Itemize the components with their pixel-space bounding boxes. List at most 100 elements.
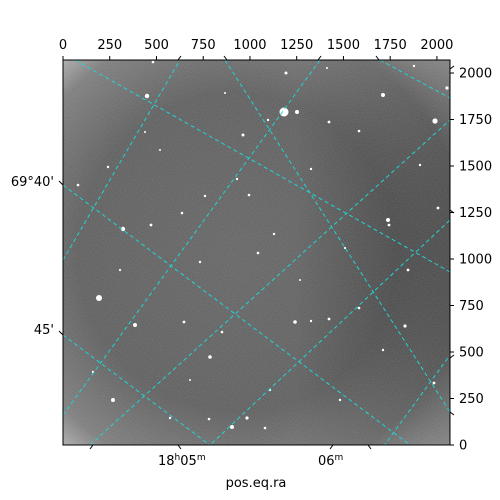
star bbox=[224, 92, 226, 94]
pixel-x-tick-label: 1750 bbox=[374, 38, 407, 53]
sky-image bbox=[63, 60, 450, 445]
star bbox=[386, 218, 390, 222]
star bbox=[256, 251, 260, 255]
pixel-x-tick-label: 0 bbox=[59, 38, 67, 53]
star bbox=[118, 268, 122, 272]
star bbox=[445, 86, 449, 90]
ra-grid-line bbox=[63, 60, 181, 261]
star bbox=[120, 226, 126, 232]
star bbox=[272, 232, 276, 236]
star bbox=[144, 131, 146, 133]
star bbox=[76, 183, 80, 187]
star bbox=[266, 118, 270, 122]
star bbox=[168, 416, 172, 420]
star bbox=[299, 279, 301, 281]
star bbox=[106, 165, 110, 169]
star bbox=[432, 118, 438, 124]
star bbox=[189, 379, 191, 381]
ra-tick-mark bbox=[177, 444, 182, 450]
star bbox=[279, 107, 289, 117]
star bbox=[309, 167, 313, 171]
world-tick-mark bbox=[177, 55, 182, 61]
star bbox=[230, 425, 234, 429]
pixel-y-tick-label: 0 bbox=[459, 439, 467, 454]
ra-tick-mark bbox=[329, 444, 334, 450]
dec-grid-line bbox=[74, 60, 450, 273]
star bbox=[403, 324, 407, 328]
star bbox=[245, 416, 249, 420]
pixel-x-tick-label: 250 bbox=[97, 38, 122, 53]
star bbox=[149, 223, 153, 227]
star bbox=[412, 64, 416, 68]
ra-tick-label-06m: 06m bbox=[318, 453, 343, 469]
axis-ticks bbox=[58, 55, 455, 450]
star bbox=[208, 355, 212, 359]
pixel-y-tick-label: 1750 bbox=[459, 113, 492, 128]
pixel-x-tick-label: 1000 bbox=[233, 38, 266, 53]
star bbox=[235, 177, 239, 181]
ra-grid-line bbox=[209, 219, 450, 445]
world-tick-mark bbox=[317, 55, 322, 61]
star bbox=[309, 319, 313, 323]
star bbox=[198, 260, 202, 264]
star-field bbox=[76, 60, 449, 430]
ra-grid-line bbox=[89, 119, 450, 445]
pixel-x-tick-label: 1500 bbox=[327, 38, 360, 53]
ra-tick-label-18h05m: 18h05m bbox=[158, 453, 206, 469]
star bbox=[357, 306, 361, 310]
ra-tick-mark bbox=[89, 444, 94, 450]
dec-tick-mark bbox=[58, 330, 64, 336]
world-tick-mark bbox=[449, 209, 455, 214]
star bbox=[295, 110, 299, 114]
pixel-x-tick-label: 750 bbox=[191, 38, 216, 53]
star bbox=[203, 194, 207, 198]
star bbox=[133, 323, 137, 327]
star bbox=[159, 149, 161, 151]
star bbox=[406, 268, 410, 272]
star bbox=[436, 206, 440, 210]
pixel-y-tick-label: 2000 bbox=[459, 67, 492, 82]
plot-frame bbox=[62, 59, 451, 446]
ra-tick-mark bbox=[367, 444, 372, 450]
star bbox=[338, 398, 342, 402]
star bbox=[180, 211, 184, 215]
pixel-y-tick-label: 1250 bbox=[459, 206, 492, 221]
star bbox=[357, 129, 361, 133]
pixel-x-tick-label: 1250 bbox=[280, 38, 313, 53]
world-tick-mark bbox=[449, 354, 455, 359]
pixel-y-tick-label: 750 bbox=[459, 299, 484, 314]
coordinate-grid bbox=[63, 60, 450, 445]
dec-tick-label-45: 45' bbox=[34, 323, 54, 338]
pixel-y-tick-label: 1500 bbox=[459, 160, 492, 175]
star bbox=[293, 320, 297, 324]
pixel-y-tick-label: 250 bbox=[459, 392, 484, 407]
star bbox=[144, 93, 150, 99]
world-tick-mark bbox=[449, 411, 455, 416]
star bbox=[247, 193, 251, 197]
star bbox=[327, 317, 331, 321]
ra-grid-line bbox=[383, 354, 450, 445]
star bbox=[327, 120, 331, 124]
dec-grid-line bbox=[63, 184, 411, 445]
dec-tick-label-69-40: 69°40' bbox=[11, 175, 54, 190]
star bbox=[387, 223, 391, 227]
star bbox=[241, 133, 245, 137]
dec-grid-line bbox=[63, 334, 211, 445]
star bbox=[418, 163, 422, 167]
star bbox=[111, 398, 115, 402]
star bbox=[207, 417, 211, 421]
star bbox=[96, 295, 102, 301]
star bbox=[343, 246, 347, 250]
x-axis-label: pos.eq.ra bbox=[226, 476, 287, 491]
star bbox=[432, 381, 436, 385]
ra-grid-line bbox=[63, 60, 321, 416]
star bbox=[381, 348, 385, 352]
star bbox=[381, 93, 385, 97]
world-tick-mark bbox=[449, 65, 455, 70]
dec-tick-mark bbox=[58, 180, 64, 186]
pixel-y-tick-label: 500 bbox=[459, 346, 484, 361]
pixel-y-tick-label: 1000 bbox=[459, 253, 492, 268]
star bbox=[151, 60, 155, 64]
pixel-x-tick-label: 2000 bbox=[420, 38, 453, 53]
